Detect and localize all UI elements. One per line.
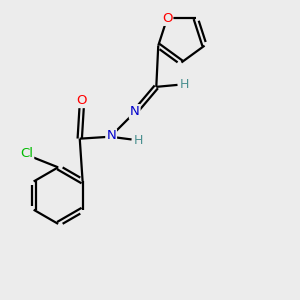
Text: Cl: Cl bbox=[20, 147, 33, 160]
Text: N: N bbox=[106, 129, 116, 142]
Text: H: H bbox=[180, 78, 189, 92]
Text: N: N bbox=[130, 105, 140, 118]
Text: H: H bbox=[134, 134, 143, 147]
Text: O: O bbox=[162, 12, 172, 25]
Text: O: O bbox=[76, 94, 87, 107]
